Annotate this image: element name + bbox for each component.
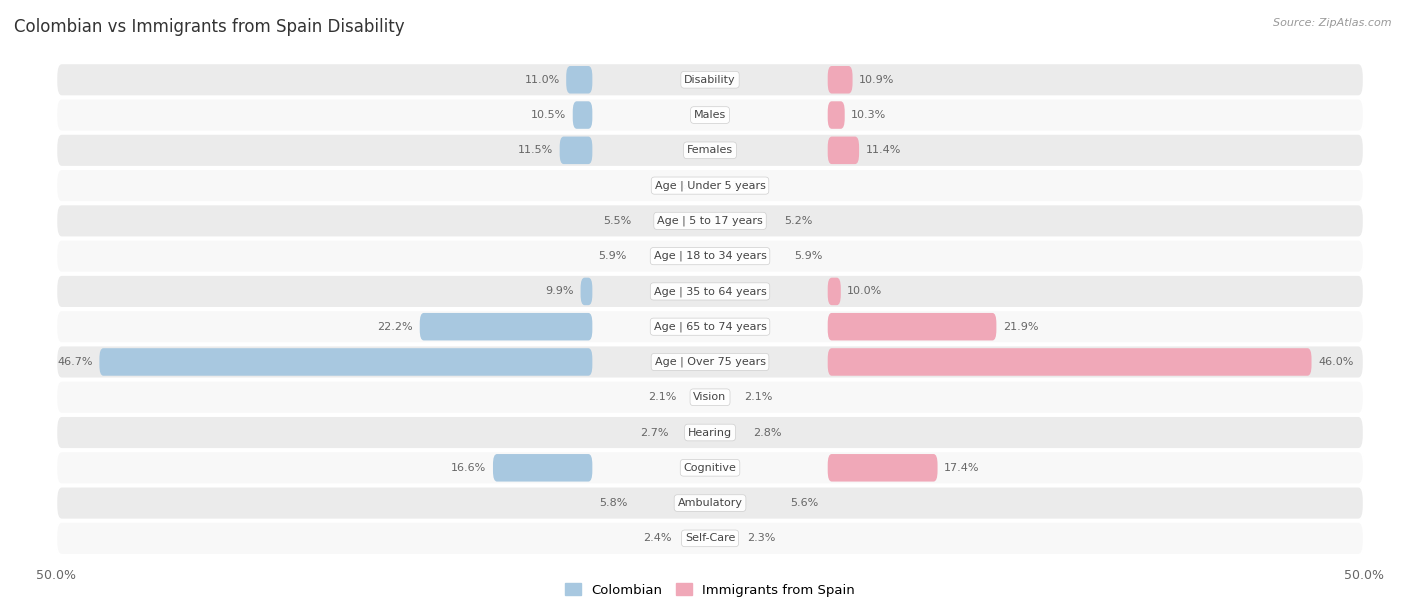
Text: Hearing: Hearing xyxy=(688,428,733,438)
Text: Disability: Disability xyxy=(685,75,735,85)
Text: 2.7%: 2.7% xyxy=(640,428,668,438)
Text: 21.9%: 21.9% xyxy=(1002,322,1039,332)
Text: 11.5%: 11.5% xyxy=(517,145,553,155)
FancyBboxPatch shape xyxy=(56,451,1364,484)
Text: Age | 65 to 74 years: Age | 65 to 74 years xyxy=(654,321,766,332)
Text: Colombian vs Immigrants from Spain Disability: Colombian vs Immigrants from Spain Disab… xyxy=(14,18,405,36)
FancyBboxPatch shape xyxy=(56,310,1364,343)
FancyBboxPatch shape xyxy=(420,313,592,340)
Text: 9.9%: 9.9% xyxy=(546,286,574,296)
Text: 1.2%: 1.2% xyxy=(659,181,688,190)
Text: Cognitive: Cognitive xyxy=(683,463,737,473)
Text: Age | 35 to 64 years: Age | 35 to 64 years xyxy=(654,286,766,297)
FancyBboxPatch shape xyxy=(828,278,841,305)
Text: 5.2%: 5.2% xyxy=(785,216,813,226)
FancyBboxPatch shape xyxy=(56,381,1364,414)
FancyBboxPatch shape xyxy=(828,102,845,129)
Text: 11.4%: 11.4% xyxy=(866,145,901,155)
Text: 2.1%: 2.1% xyxy=(744,392,772,402)
FancyBboxPatch shape xyxy=(828,313,997,340)
FancyBboxPatch shape xyxy=(828,136,859,164)
Text: Age | Under 5 years: Age | Under 5 years xyxy=(655,181,765,191)
Text: 2.4%: 2.4% xyxy=(644,533,672,543)
FancyBboxPatch shape xyxy=(56,239,1364,273)
Text: Self-Care: Self-Care xyxy=(685,533,735,543)
Text: Source: ZipAtlas.com: Source: ZipAtlas.com xyxy=(1274,18,1392,28)
Text: 16.6%: 16.6% xyxy=(451,463,486,473)
FancyBboxPatch shape xyxy=(56,134,1364,167)
FancyBboxPatch shape xyxy=(56,487,1364,520)
FancyBboxPatch shape xyxy=(494,454,592,482)
Text: 10.5%: 10.5% xyxy=(531,110,567,120)
FancyBboxPatch shape xyxy=(56,522,1364,555)
FancyBboxPatch shape xyxy=(560,136,592,164)
Text: 46.7%: 46.7% xyxy=(58,357,93,367)
FancyBboxPatch shape xyxy=(828,66,852,94)
Text: 46.0%: 46.0% xyxy=(1317,357,1354,367)
Text: 5.9%: 5.9% xyxy=(794,251,823,261)
Text: 2.8%: 2.8% xyxy=(754,428,782,438)
FancyBboxPatch shape xyxy=(56,99,1364,132)
FancyBboxPatch shape xyxy=(56,275,1364,308)
Text: 5.9%: 5.9% xyxy=(598,251,626,261)
Text: Vision: Vision xyxy=(693,392,727,402)
FancyBboxPatch shape xyxy=(100,348,592,376)
FancyBboxPatch shape xyxy=(581,278,592,305)
Text: Age | Over 75 years: Age | Over 75 years xyxy=(655,357,765,367)
Text: 22.2%: 22.2% xyxy=(378,322,413,332)
Text: 1.2%: 1.2% xyxy=(733,181,761,190)
Text: 11.0%: 11.0% xyxy=(524,75,560,85)
Text: Age | 18 to 34 years: Age | 18 to 34 years xyxy=(654,251,766,261)
Text: Females: Females xyxy=(688,145,733,155)
Text: 2.1%: 2.1% xyxy=(648,392,676,402)
Text: Age | 5 to 17 years: Age | 5 to 17 years xyxy=(657,215,763,226)
Text: 5.8%: 5.8% xyxy=(599,498,627,508)
FancyBboxPatch shape xyxy=(56,345,1364,379)
FancyBboxPatch shape xyxy=(56,169,1364,202)
Text: 2.3%: 2.3% xyxy=(747,533,775,543)
Text: 10.0%: 10.0% xyxy=(848,286,883,296)
FancyBboxPatch shape xyxy=(56,63,1364,96)
Text: 17.4%: 17.4% xyxy=(943,463,980,473)
FancyBboxPatch shape xyxy=(567,66,592,94)
Text: 5.6%: 5.6% xyxy=(790,498,818,508)
FancyBboxPatch shape xyxy=(828,454,938,482)
Legend: Colombian, Immigrants from Spain: Colombian, Immigrants from Spain xyxy=(560,578,860,602)
Text: 10.3%: 10.3% xyxy=(851,110,887,120)
FancyBboxPatch shape xyxy=(56,204,1364,237)
Text: Males: Males xyxy=(695,110,725,120)
FancyBboxPatch shape xyxy=(572,102,592,129)
FancyBboxPatch shape xyxy=(828,348,1312,376)
Text: 5.5%: 5.5% xyxy=(603,216,631,226)
Text: Ambulatory: Ambulatory xyxy=(678,498,742,508)
Text: 10.9%: 10.9% xyxy=(859,75,894,85)
FancyBboxPatch shape xyxy=(56,416,1364,449)
